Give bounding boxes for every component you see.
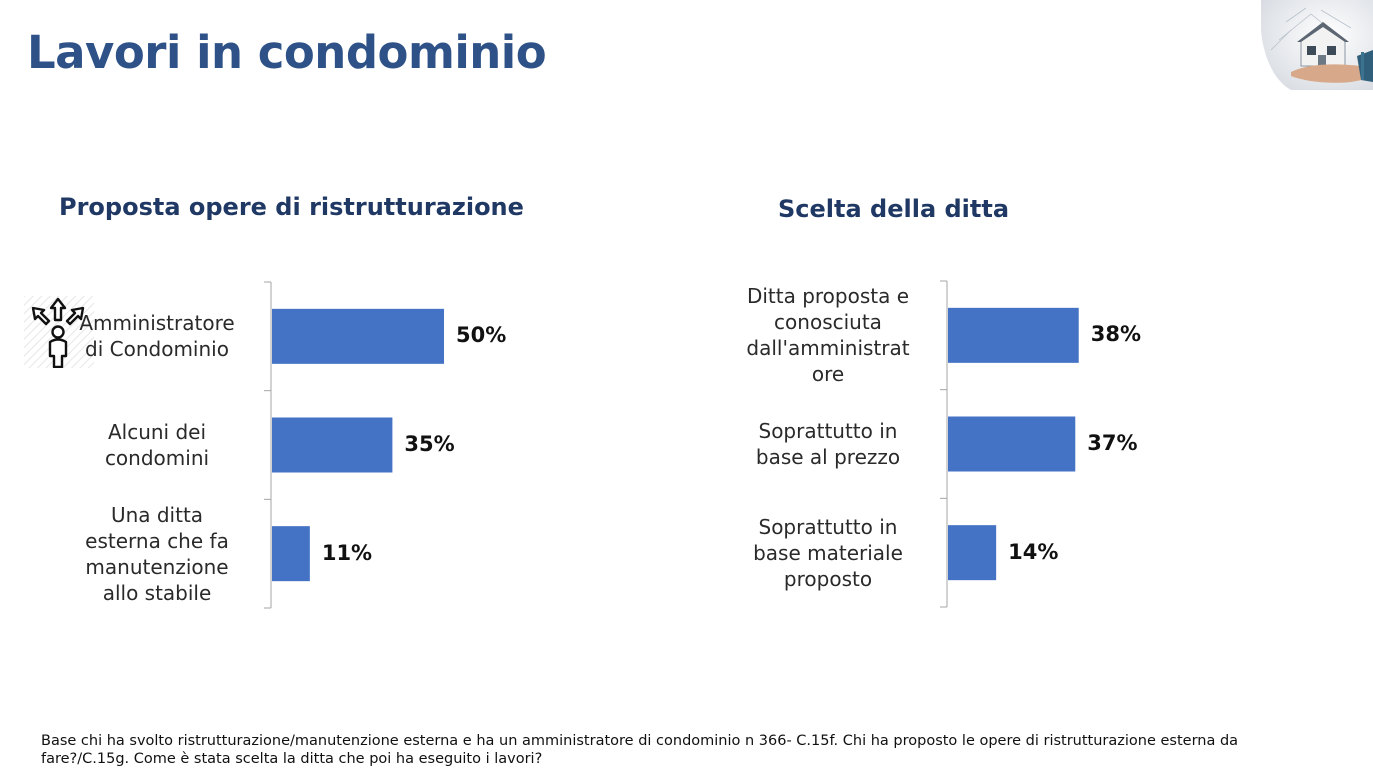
bar-3 (272, 526, 310, 582)
value-label-1: 50% (456, 323, 507, 348)
value-label-1: 38% (1090, 322, 1141, 347)
value-label-2: 35% (404, 432, 455, 456)
chart-1-title: Proposta opere di ristrutturazione (59, 193, 524, 221)
category-label-1: Ditta proposta e conosciuta dall'amministr… (746, 284, 910, 387)
page-title: Lavori in condominio (27, 26, 547, 79)
value-label-2: 37% (1087, 431, 1138, 455)
category-label-2: Soprattutto in base al prezzo (755, 419, 901, 469)
bar-1 (948, 307, 1079, 363)
bar-3 (948, 525, 997, 581)
house-photo-image (1261, 0, 1373, 90)
value-label-3: 11% (321, 540, 373, 565)
value-label-3: 14% (1008, 539, 1059, 564)
category-label-3: Soprattutto in base materiale proposto (753, 514, 903, 591)
category-label-1: Amministratore di Condominio (79, 311, 235, 362)
person-choice-arrows-icon (24, 296, 94, 369)
bar-2 (272, 417, 393, 473)
category-label-2: Alcuni dei condomini (104, 420, 210, 470)
chart-2-title: Scelta della ditta (778, 195, 1010, 223)
footnote: Base chi ha svolto ristrutturazione/manu… (41, 733, 1239, 767)
bar-2 (948, 416, 1076, 472)
bar-1 (272, 308, 444, 364)
category-label-3: Una ditta esterna che fa manutenzione allo … (85, 502, 229, 605)
